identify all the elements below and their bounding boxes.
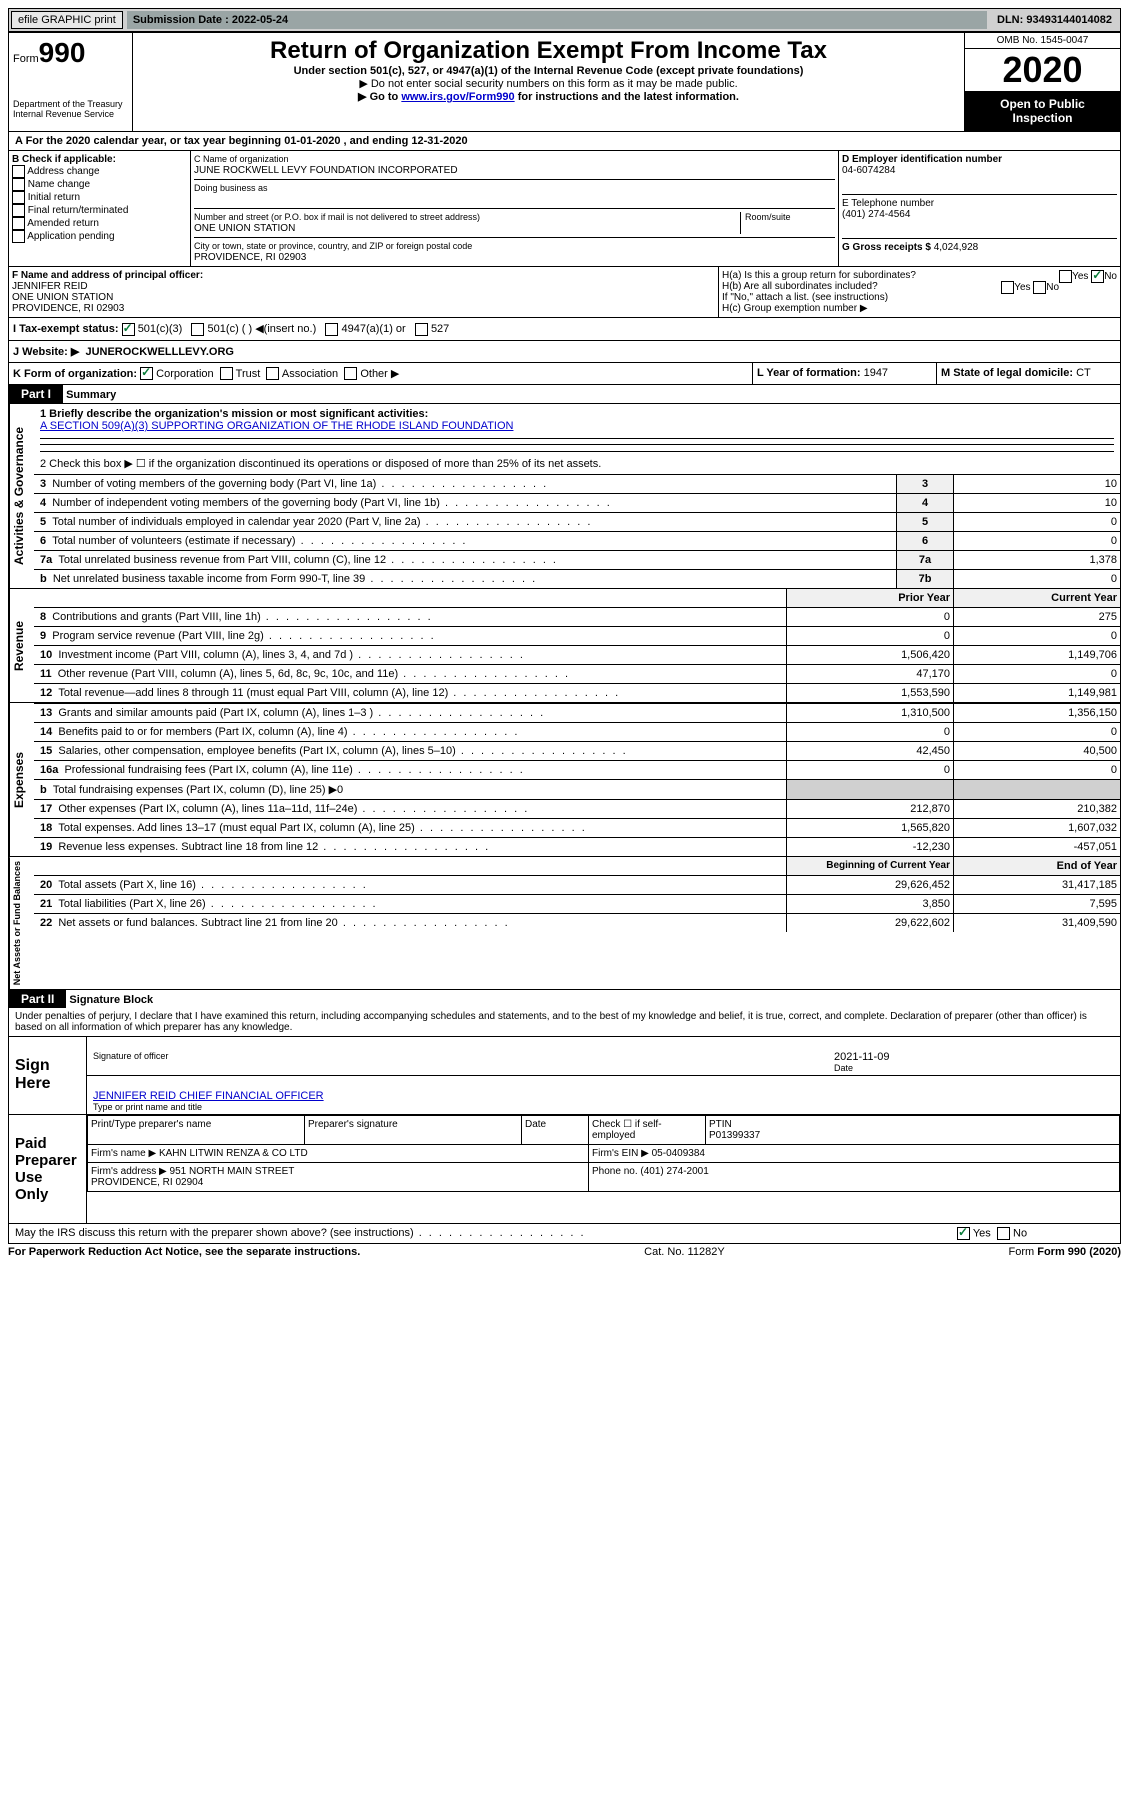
- form-title: Return of Organization Exempt From Incom…: [137, 37, 960, 65]
- gross-receipts: 4,024,928: [934, 242, 979, 253]
- box-d-e-g: D Employer identification number 04-6074…: [838, 151, 1120, 266]
- table-row: 3 Number of voting members of the govern…: [34, 474, 1120, 493]
- part-1-label: Part I: [9, 385, 63, 403]
- table-row: 19 Revenue less expenses. Subtract line …: [34, 837, 1120, 856]
- box-k: K Form of organization: Corporation Trus…: [9, 363, 752, 385]
- irs-link[interactable]: www.irs.gov/Form990: [401, 91, 514, 103]
- form-container: Form990 Department of the Treasury Inter…: [8, 32, 1121, 1244]
- form-subtitle-3: ▶ Go to www.irs.gov/Form990 for instruct…: [137, 90, 960, 103]
- table-row: 9 Program service revenue (Part VIII, li…: [34, 626, 1120, 645]
- table-row: 15 Salaries, other compensation, employe…: [34, 741, 1120, 760]
- box-b: B Check if applicable: Address change Na…: [9, 151, 191, 266]
- table-row: 12 Total revenue—add lines 8 through 11 …: [34, 683, 1120, 702]
- dln: DLN: 93493144014082: [991, 12, 1118, 28]
- table-row: 5 Total number of individuals employed i…: [34, 512, 1120, 531]
- ein: 04-6074284: [842, 165, 895, 176]
- form-subtitle-1: Under section 501(c), 527, or 4947(a)(1)…: [137, 65, 960, 77]
- table-row: 10 Investment income (Part VIII, column …: [34, 645, 1120, 664]
- perjury-statement: Under penalties of perjury, I declare th…: [9, 1008, 1120, 1036]
- box-h: H(a) Is this a group return for subordin…: [719, 267, 1120, 317]
- table-row: 17 Other expenses (Part IX, column (A), …: [34, 799, 1120, 818]
- open-to-public: Open to Public Inspection: [965, 91, 1120, 131]
- table-row: b Total fundraising expenses (Part IX, c…: [34, 779, 1120, 799]
- box-f: F Name and address of principal officer:…: [9, 267, 719, 317]
- line-a: A For the 2020 calendar year, or tax yea…: [9, 131, 1120, 150]
- telephone: (401) 274-4564: [842, 209, 910, 220]
- table-row: 6 Total number of volunteers (estimate i…: [34, 531, 1120, 550]
- part-1-title: Summary: [66, 389, 116, 401]
- city-state-zip: PROVIDENCE, RI 02903: [194, 252, 306, 263]
- table-row: 21 Total liabilities (Part X, line 26)3,…: [34, 894, 1120, 913]
- part-2-label: Part II: [9, 990, 66, 1008]
- omb-number: OMB No. 1545-0047: [965, 33, 1120, 49]
- table-row: 11 Other revenue (Part VIII, column (A),…: [34, 664, 1120, 683]
- efile-button[interactable]: efile GRAPHIC print: [11, 11, 123, 29]
- box-l: L Year of formation: 1947: [752, 363, 936, 385]
- table-row: 22 Net assets or fund balances. Subtract…: [34, 913, 1120, 932]
- submission-date: Submission Date : 2022-05-24: [127, 11, 987, 29]
- revenue-section: Revenue Prior Year Current Year 8 Contri…: [9, 588, 1120, 702]
- officer-name[interactable]: JENNIFER REID CHIEF FINANCIAL OFFICER: [93, 1090, 324, 1102]
- expenses-section: Expenses 13 Grants and similar amounts p…: [9, 702, 1120, 856]
- box-m: M State of legal domicile: CT: [936, 363, 1120, 385]
- form-number: 990: [39, 37, 86, 68]
- table-row: 13 Grants and similar amounts paid (Part…: [34, 703, 1120, 722]
- table-row: 14 Benefits paid to or for members (Part…: [34, 722, 1120, 741]
- table-row: 8 Contributions and grants (Part VIII, l…: [34, 607, 1120, 626]
- discuss-with-preparer: May the IRS discuss this return with the…: [9, 1223, 1120, 1243]
- website: JUNEROCKWELLLEVY.ORG: [85, 346, 234, 358]
- mission-statement[interactable]: A SECTION 509(A)(3) SUPPORTING ORGANIZAT…: [40, 420, 513, 432]
- org-name: JUNE ROCKWELL LEVY FOUNDATION INCORPORAT…: [194, 165, 458, 176]
- form-subtitle-2: ▶ Do not enter social security numbers o…: [137, 77, 960, 90]
- table-row: 18 Total expenses. Add lines 13–17 (must…: [34, 818, 1120, 837]
- table-row: 20 Total assets (Part X, line 16)29,626,…: [34, 875, 1120, 894]
- top-bar: efile GRAPHIC print Submission Date : 20…: [8, 8, 1121, 32]
- tax-year: 2020: [965, 49, 1120, 91]
- form-header: Form990 Department of the Treasury Inter…: [9, 33, 1120, 131]
- dept-treasury: Department of the Treasury Internal Reve…: [13, 99, 128, 119]
- box-c: C Name of organization JUNE ROCKWELL LEV…: [191, 151, 838, 266]
- paid-preparer-block: Paid Preparer Use Only Print/Type prepar…: [9, 1114, 1120, 1223]
- table-row: 7a Total unrelated business revenue from…: [34, 550, 1120, 569]
- part-2-title: Signature Block: [69, 994, 153, 1006]
- table-row: 4 Number of independent voting members o…: [34, 493, 1120, 512]
- activities-governance: Activities & Governance 1 Briefly descri…: [9, 403, 1120, 588]
- box-j: J Website: ▶ JUNEROCKWELLLEVY.ORG: [13, 345, 234, 358]
- box-i: I Tax-exempt status: 501(c)(3) 501(c) ( …: [13, 322, 1116, 336]
- page-footer: For Paperwork Reduction Act Notice, see …: [8, 1244, 1121, 1258]
- table-row: 16a Professional fundraising fees (Part …: [34, 760, 1120, 779]
- sign-here-block: Sign Here Signature of officer 2021-11-0…: [9, 1036, 1120, 1114]
- form-label: Form: [13, 53, 39, 65]
- street-address: ONE UNION STATION: [194, 223, 295, 234]
- net-assets-section: Net Assets or Fund Balances Beginning of…: [9, 856, 1120, 989]
- table-row: b Net unrelated business taxable income …: [34, 569, 1120, 588]
